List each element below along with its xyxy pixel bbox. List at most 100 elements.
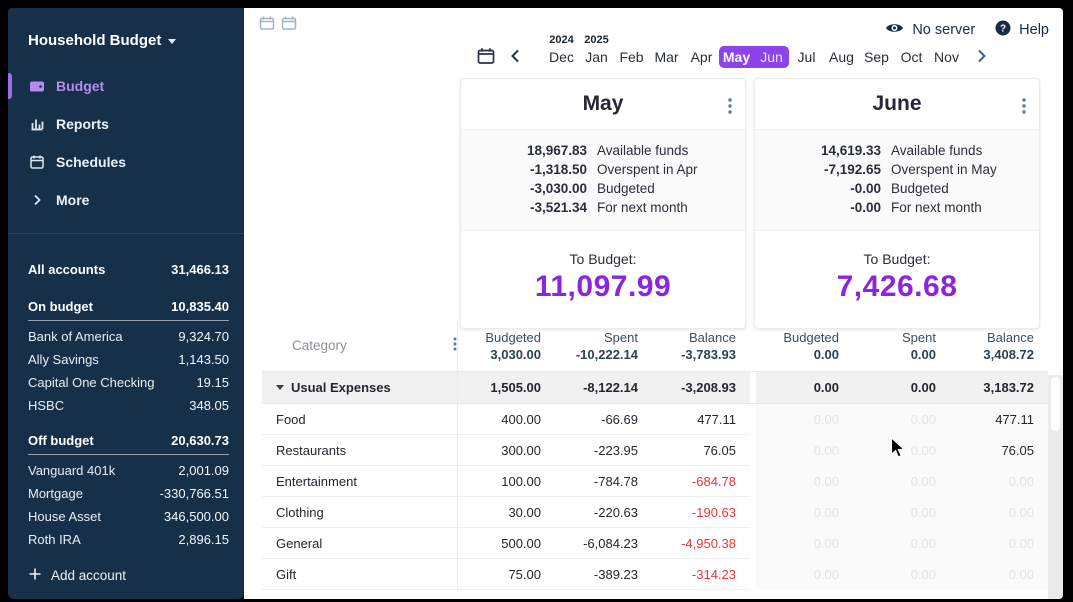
to-budget-amount[interactable]: 11,097.99 xyxy=(534,270,672,303)
account-row-roth-ira[interactable]: Roth IRA 2,896.15 xyxy=(28,528,229,551)
to-budget-amount[interactable]: 7,426.68 xyxy=(836,270,958,303)
june-balance-cell[interactable]: 0.00 xyxy=(950,528,1048,559)
account-row-house-asset[interactable]: House Asset 346,500.00 xyxy=(28,505,229,528)
june-balance-cell[interactable]: 0.00 xyxy=(950,497,1048,528)
available-funds-value: 18,967.83 xyxy=(526,143,587,158)
may-balance-cell[interactable]: -190.63 xyxy=(691,505,736,520)
category-row-restaurants[interactable]: Restaurants 300.00 -223.95 76.05 0.00 0.… xyxy=(262,435,1048,466)
category-name[interactable]: Food xyxy=(262,404,458,435)
may-spent-cell[interactable]: -784.78 xyxy=(593,474,638,489)
may-budgeted-cell[interactable]: 300.00 xyxy=(501,443,541,458)
june-spent-cell[interactable]: 0.00 xyxy=(853,559,950,590)
june-budgeted-cell[interactable]: 0.00 xyxy=(756,497,853,528)
may-spent-cell[interactable]: -389.23 xyxy=(593,567,638,582)
june-balance-cell[interactable]: 477.11 xyxy=(950,404,1048,435)
account-name: Mortgage xyxy=(28,486,83,501)
add-account-button[interactable]: Add account xyxy=(28,567,126,584)
may-balance-cell[interactable]: -314.23 xyxy=(691,567,736,582)
may-spent-cell[interactable]: -6,084.23 xyxy=(583,536,638,551)
previous-month-button[interactable] xyxy=(510,49,520,68)
may-spent-cell[interactable]: -223.95 xyxy=(593,443,638,458)
june-spent-cell[interactable]: 0.00 xyxy=(853,466,950,497)
month-dec[interactable]: Dec xyxy=(549,49,574,65)
vertical-scrollbar-thumb[interactable] xyxy=(1051,377,1060,431)
month-feb[interactable]: Feb xyxy=(619,49,644,65)
dots-menu-icon[interactable] xyxy=(1022,96,1026,120)
two-month-view-icon[interactable] xyxy=(281,15,297,36)
may-spent-cell[interactable]: -66.69 xyxy=(601,412,638,427)
month-may-selected[interactable]: May xyxy=(719,46,754,68)
may-balance-cell[interactable]: 76.05 xyxy=(703,443,736,458)
account-row-mortgage[interactable]: Mortgage -330,766.51 xyxy=(28,482,229,505)
on-budget-row[interactable]: On budget 10,835.40 xyxy=(28,295,229,321)
server-status-button[interactable]: No server xyxy=(885,21,975,39)
svg-text:?: ? xyxy=(1000,23,1006,34)
may-spent-cell[interactable]: -220.63 xyxy=(593,505,638,520)
sidebar-item-more[interactable]: More xyxy=(8,181,244,219)
next-month-button[interactable] xyxy=(977,49,987,68)
sidebar-item-schedules[interactable]: Schedules xyxy=(8,143,244,181)
june-balance-cell[interactable]: 0.00 xyxy=(950,466,1048,497)
may-balance-cell[interactable]: 477.11 xyxy=(697,412,736,427)
account-row-vanguard-401k[interactable]: Vanguard 401k 2,001.09 xyxy=(28,459,229,482)
column-gap xyxy=(750,435,756,466)
category-header[interactable]: Category xyxy=(262,320,458,371)
one-month-view-icon[interactable] xyxy=(259,15,275,36)
month-card-title: June xyxy=(755,79,1039,129)
june-budgeted-cell[interactable]: 0.00 xyxy=(756,559,853,590)
category-row-food[interactable]: Food 400.00 -66.69 477.11 0.00 0.00 477.… xyxy=(262,404,1048,435)
sidebar: Household Budget Budget Reports xyxy=(8,8,244,599)
month-nov[interactable]: Nov xyxy=(934,49,959,65)
budget-file-menu[interactable]: Household Budget xyxy=(8,8,244,57)
june-budgeted-cell[interactable]: 0.00 xyxy=(756,466,853,497)
category-row-general[interactable]: General 500.00 -6,084.23 -4,950.38 0.00 … xyxy=(262,528,1048,559)
month-jul[interactable]: Jul xyxy=(797,49,816,65)
category-row-entertainment[interactable]: Entertainment 100.00 -784.78 -684.78 0.0… xyxy=(262,466,1048,497)
june-spent-cell[interactable]: 0.00 xyxy=(853,404,950,435)
june-spent-cell[interactable]: 0.00 xyxy=(853,528,950,559)
may-budgeted-cell[interactable]: 500.00 xyxy=(501,536,541,551)
help-button[interactable]: ? Help xyxy=(995,20,1049,40)
account-row-bank-of-america[interactable]: Bank of America 9,324.70 xyxy=(28,325,229,348)
month-mar[interactable]: Mar xyxy=(654,49,679,65)
june-budgeted-cell[interactable]: 0.00 xyxy=(756,528,853,559)
category-name[interactable]: General xyxy=(262,528,458,559)
collapse-group-icon[interactable] xyxy=(276,385,284,390)
all-accounts-row[interactable]: All accounts 31,466.13 xyxy=(28,258,229,283)
june-budgeted-cell[interactable]: 0.00 xyxy=(756,404,853,435)
category-row-clothing[interactable]: Clothing 30.00 -220.63 -190.63 0.00 0.00… xyxy=(262,497,1048,528)
may-budgeted-cell[interactable]: 30.00 xyxy=(508,505,541,520)
may-budgeted-cell[interactable]: 75.00 xyxy=(508,567,541,582)
may-budgeted-cell[interactable]: 100.00 xyxy=(501,474,541,489)
june-balance-cell[interactable]: 0.00 xyxy=(950,559,1048,590)
month-sep[interactable]: Sep xyxy=(864,49,889,65)
june-spent-cell[interactable]: 0.00 xyxy=(853,435,950,466)
account-row-capital-one-checking[interactable]: Capital One Checking 19.15 xyxy=(28,371,229,394)
sidebar-item-budget[interactable]: Budget xyxy=(8,67,244,105)
dots-menu-icon[interactable] xyxy=(453,337,457,354)
month-oct[interactable]: Oct xyxy=(900,49,923,65)
june-budgeted-cell[interactable]: 0.00 xyxy=(756,435,853,466)
june-spent-cell[interactable]: 0.00 xyxy=(853,497,950,528)
sidebar-item-reports[interactable]: Reports xyxy=(8,105,244,143)
month-apr[interactable]: Apr xyxy=(690,49,713,65)
vertical-scrollbar-track[interactable] xyxy=(1048,375,1063,599)
month-aug[interactable]: Aug xyxy=(829,49,854,65)
category-name[interactable]: Restaurants xyxy=(262,435,458,466)
month-jun-selected[interactable]: Jun xyxy=(754,46,789,68)
dots-menu-icon[interactable] xyxy=(728,96,732,120)
category-group-row[interactable]: Usual Expenses 1,505.00 -8,122.14 -3,208… xyxy=(262,372,1048,404)
may-balance-cell[interactable]: -4,950.38 xyxy=(681,536,736,551)
off-budget-row[interactable]: Off budget 20,630.73 xyxy=(28,429,229,455)
may-budgeted-cell[interactable]: 400.00 xyxy=(501,412,541,427)
category-name[interactable]: Entertainment xyxy=(262,466,458,497)
account-row-hsbc[interactable]: HSBC 348.05 xyxy=(28,394,229,417)
category-name[interactable]: Clothing xyxy=(262,497,458,528)
june-balance-cell[interactable]: 76.05 xyxy=(950,435,1048,466)
category-row-gift[interactable]: Gift 75.00 -389.23 -314.23 0.00 0.00 0.0… xyxy=(262,559,1048,590)
account-row-ally-savings[interactable]: Ally Savings 1,143.50 xyxy=(28,348,229,371)
month-jan[interactable]: Jan xyxy=(585,49,608,65)
month-picker-calendar-icon[interactable] xyxy=(477,47,495,70)
may-balance-cell[interactable]: -684.78 xyxy=(691,474,736,489)
category-name[interactable]: Gift xyxy=(262,559,458,590)
